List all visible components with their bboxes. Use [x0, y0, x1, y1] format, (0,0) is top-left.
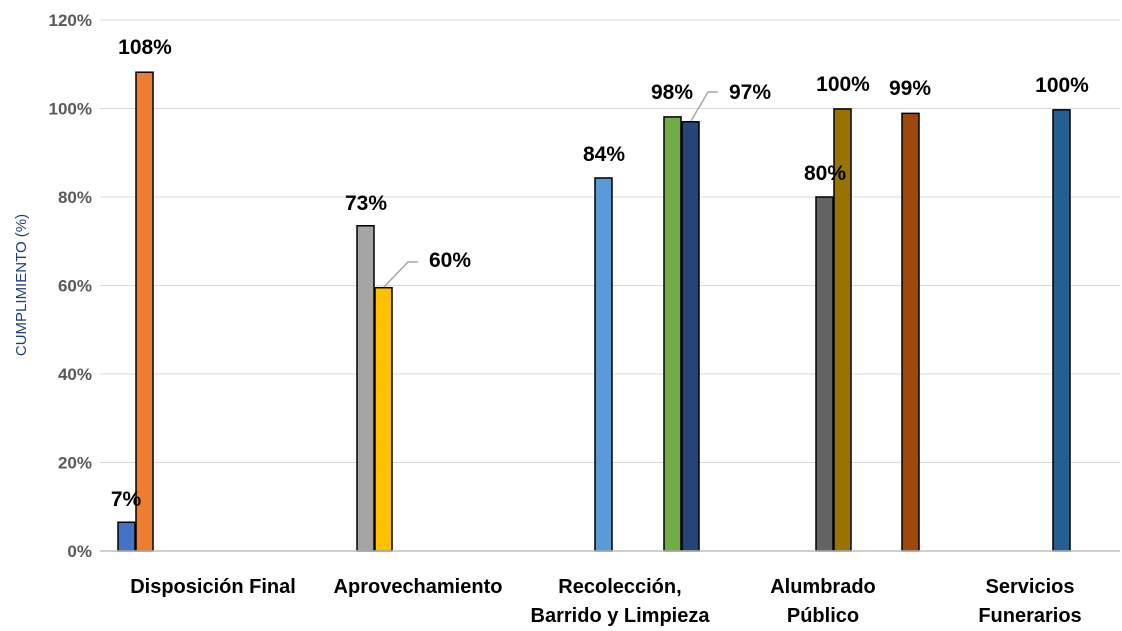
- bar: [374, 286, 393, 552]
- category-labels: Disposición Final Aprovechamiento Recolecc…: [130, 576, 1081, 627]
- category-label: Barrido y Limpieza: [531, 605, 711, 627]
- y-axis-label: CUMPLIMIENTO (%): [13, 214, 30, 356]
- y-tick-label: 20%: [58, 454, 92, 473]
- category-label: Recolección,: [558, 576, 681, 598]
- data-label: 97%: [729, 81, 771, 104]
- y-tick-label: 100%: [49, 100, 92, 119]
- category-label: Aprovechamiento: [334, 576, 503, 598]
- bar: [135, 71, 154, 552]
- data-label: 98%: [651, 81, 693, 104]
- data-label: 108%: [118, 36, 172, 59]
- y-tick-label: 40%: [58, 365, 92, 384]
- bar: [663, 116, 682, 552]
- bar: [681, 121, 700, 552]
- leader-line: [690, 91, 718, 122]
- y-tick-label: 80%: [58, 188, 92, 207]
- bar: [117, 521, 136, 552]
- y-tick-label: 120%: [49, 11, 92, 30]
- y-axis-ticks: 0% 20% 40% 60% 80% 100% 120%: [49, 11, 92, 561]
- category-label: Público: [787, 605, 859, 627]
- data-label: 7%: [111, 488, 142, 511]
- category-label: Funerarios: [978, 605, 1081, 627]
- category-label: Disposición Final: [130, 576, 296, 598]
- data-label: 73%: [345, 192, 387, 215]
- y-tick-label: 0%: [67, 542, 92, 561]
- bar: [815, 196, 834, 552]
- bar: [901, 112, 920, 552]
- leader-line: [383, 261, 418, 288]
- data-label: 99%: [889, 77, 931, 100]
- data-labels: 7% 108% 73% 60% 84% 98% 97% 80% 100% 99% 100%: [111, 36, 1089, 511]
- data-label: 84%: [583, 143, 625, 166]
- category-label: Alumbrado: [770, 576, 876, 598]
- data-label: 80%: [804, 162, 846, 185]
- category-label: Servicios: [986, 576, 1075, 598]
- bar: [356, 225, 375, 552]
- y-tick-label: 60%: [58, 277, 92, 296]
- bar: [1052, 109, 1071, 552]
- data-label: 100%: [1035, 74, 1089, 97]
- bar: [594, 177, 613, 552]
- data-label: 100%: [816, 73, 870, 96]
- data-label: 60%: [429, 249, 471, 272]
